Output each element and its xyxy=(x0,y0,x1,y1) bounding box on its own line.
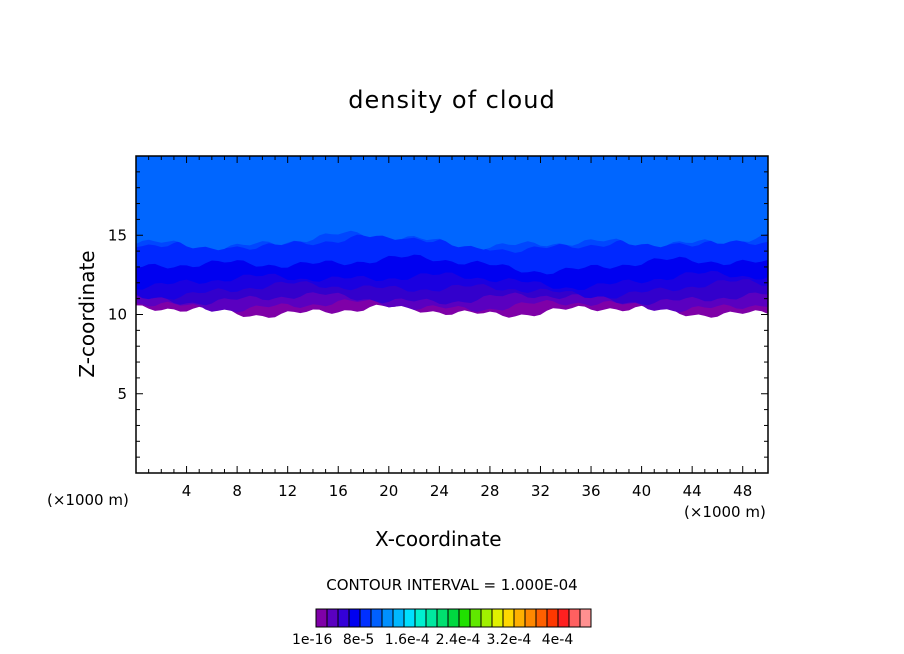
colorbar-swatch xyxy=(524,608,537,628)
colorbar-swatch xyxy=(469,608,482,628)
colorbar-swatch xyxy=(535,608,548,628)
colorbar-swatch xyxy=(447,608,460,628)
colorbar-swatch xyxy=(579,608,592,628)
colorbar-swatch xyxy=(502,608,515,628)
colorbar-swatch xyxy=(414,608,427,628)
colorbar-label: 8e-5 xyxy=(342,632,375,648)
colorbar-swatch xyxy=(458,608,471,628)
colorbar-swatch xyxy=(546,608,559,628)
x-tick-label: 8 xyxy=(232,482,242,500)
x-tick-label: 24 xyxy=(430,482,449,500)
colorbar-label: 1.6e-4 xyxy=(384,632,430,648)
colorbar xyxy=(315,608,592,628)
colorbar-label: 3.2e-4 xyxy=(486,632,532,648)
colorbar-swatch xyxy=(425,608,438,628)
chart-title: density of cloud xyxy=(348,86,556,114)
x-tick-label: 44 xyxy=(683,482,702,500)
x-tick-label: 40 xyxy=(632,482,651,500)
colorbar-swatch xyxy=(381,608,394,628)
colorbar-label: 4e-4 xyxy=(541,632,574,648)
y-axis-label: Z-coordinate xyxy=(75,250,99,378)
x-axis-label: X-coordinate xyxy=(375,527,502,551)
x-unit-left: (×1000 m) xyxy=(47,491,129,509)
colorbar-swatch xyxy=(557,608,570,628)
colorbar-label: 1e-16 xyxy=(292,632,333,648)
colorbar-swatch xyxy=(326,608,339,628)
colorbar-swatch xyxy=(370,608,383,628)
y-tick-label: 15 xyxy=(108,226,127,244)
x-tick-label: 32 xyxy=(531,482,550,500)
contour-interval-label: CONTOUR INTERVAL = 1.000E-04 xyxy=(326,576,578,594)
colorbar-label: 2.4e-4 xyxy=(435,632,481,648)
colorbar-swatch xyxy=(348,608,361,628)
x-tick-label: 28 xyxy=(480,482,499,500)
colorbar-swatch xyxy=(513,608,526,628)
colorbar-swatch xyxy=(491,608,504,628)
colorbar-swatch xyxy=(403,608,416,628)
x-tick-label: 4 xyxy=(182,482,192,500)
colorbar-swatch xyxy=(315,608,328,628)
x-tick-label: 20 xyxy=(379,482,398,500)
y-tick-label: 10 xyxy=(108,306,127,324)
colorbar-labels: 1e-16 8e-5 1.6e-4 2.4e-4 3.2e-4 4e-4 xyxy=(292,632,579,648)
colorbar-swatch xyxy=(359,608,372,628)
contour-field xyxy=(136,156,768,318)
colorbar-swatch xyxy=(392,608,405,628)
x-tick-label: 16 xyxy=(329,482,348,500)
colorbar-swatch xyxy=(568,608,581,628)
x-tick-label: 48 xyxy=(733,482,752,500)
colorbar-swatch xyxy=(436,608,449,628)
contour-band xyxy=(136,156,768,251)
y-tick-label: 5 xyxy=(117,385,127,403)
x-tick-label: 36 xyxy=(581,482,600,500)
x-unit-right: (×1000 m) xyxy=(684,503,766,521)
colorbar-swatch xyxy=(480,608,493,628)
colorbar-swatch xyxy=(337,608,350,628)
x-tick-label: 12 xyxy=(278,482,297,500)
